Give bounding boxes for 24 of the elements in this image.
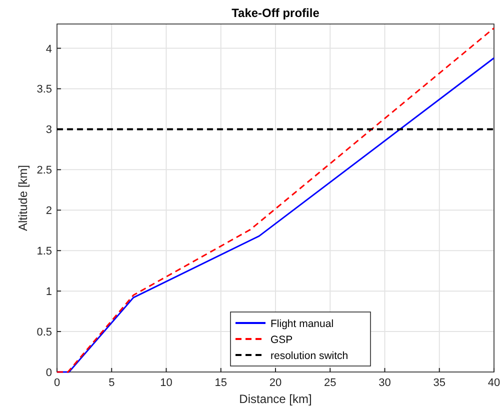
x-tick-label: 5 [108,377,115,389]
y-axis-title: Altitude [km] [16,164,30,232]
y-tick-label: 4 [46,43,52,56]
x-tick-label: 20 [269,377,282,389]
x-axis-title: Distance [km] [239,392,312,406]
y-tick-label: 2.5 [36,164,52,177]
x-tick-label: 35 [433,377,446,389]
chart-title: Take-Off profile [232,6,320,20]
y-tick-label: 0.5 [36,326,52,339]
x-tick-label: 25 [324,377,336,389]
y-tick-label: 3 [46,124,52,136]
legend-label: resolution switch [270,350,348,362]
y-tick-label: 2 [46,205,52,218]
y-tick-label: 3.5 [36,84,52,96]
x-tick-label: 0 [54,377,60,389]
legend-label: Flight manual [270,318,334,330]
x-tick-label: 10 [160,377,172,389]
x-tick-label: 30 [378,377,391,389]
x-tick-label: 15 [214,377,227,389]
y-tick-label: 1.5 [36,246,52,258]
y-tick-label: 1 [46,286,52,298]
x-tick-label: 40 [488,377,500,389]
legend-label: GSP [270,334,293,346]
y-tick-label: 0 [46,367,52,379]
